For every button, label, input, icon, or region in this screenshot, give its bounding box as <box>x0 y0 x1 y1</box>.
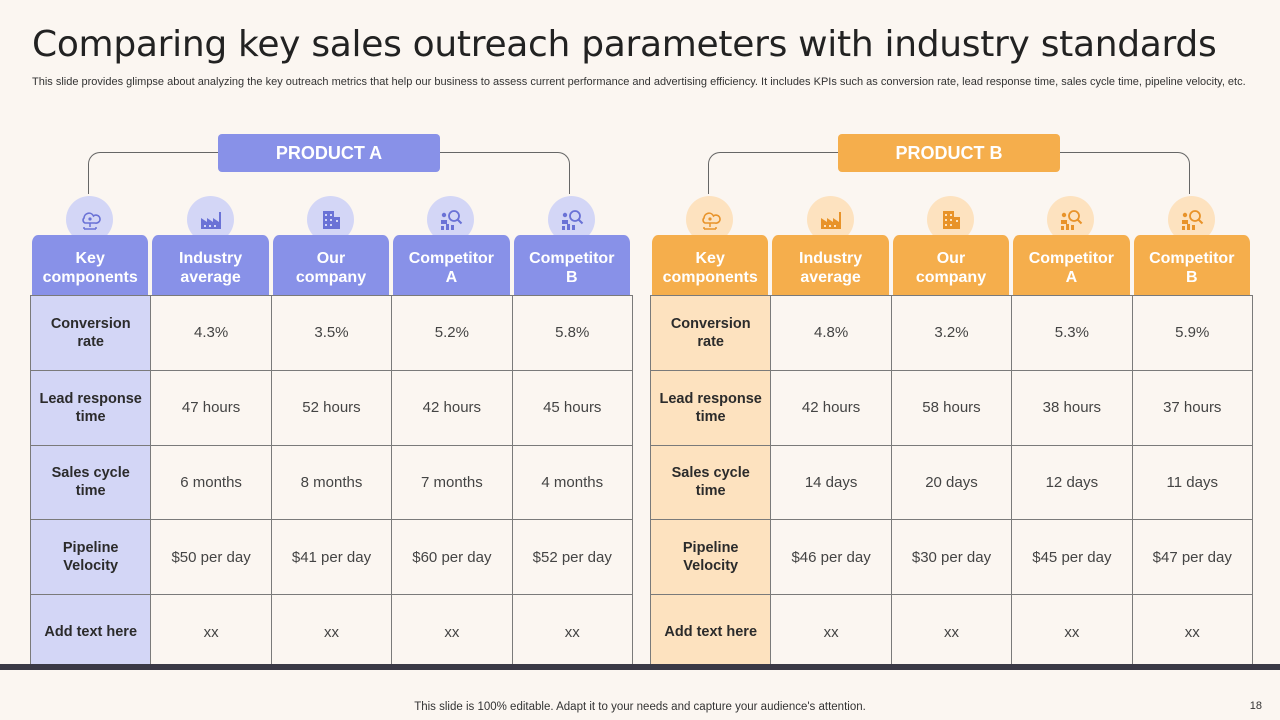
page-number: 18 <box>1249 700 1262 712</box>
slide-subtitle: This slide provides glimpse about analyz… <box>32 76 1246 88</box>
table-cell: $50 per day <box>150 519 272 596</box>
table-cell: 52 hours <box>270 369 393 446</box>
row-key-label: Pipeline Velocity <box>29 519 152 596</box>
table-cell: 45 hours <box>511 369 633 446</box>
table-row: Pipeline Velocity $46 per day $30 per da… <box>649 519 1253 596</box>
table-row: Conversion rate 4.8% 3.2% 5.3% 5.9% <box>649 295 1253 371</box>
table-cell: 4.8% <box>770 295 892 371</box>
table-cell: $46 per day <box>770 519 892 596</box>
table-cell: 11 days <box>1131 444 1253 521</box>
table-row: Sales cycle time 14 days 20 days 12 days… <box>649 444 1253 521</box>
table-cell: $52 per day <box>511 519 633 596</box>
header-competitor-a: Competitor A <box>1011 235 1132 295</box>
header-industry-average: Industry average <box>150 235 271 295</box>
table-cell: 3.5% <box>270 295 393 371</box>
table-cell: $60 per day <box>391 519 513 596</box>
header-industry-average: Industry average <box>770 235 891 295</box>
table-row: Pipeline Velocity $50 per day $41 per da… <box>29 519 633 596</box>
table-cell: $30 per day <box>890 519 1013 596</box>
table-cell: 5.8% <box>511 295 633 371</box>
table-cell: xx <box>1131 594 1253 670</box>
row-key-label: Lead response time <box>649 369 772 446</box>
row-key-label: Sales cycle time <box>649 444 772 521</box>
row-key-label: Pipeline Velocity <box>649 519 772 596</box>
table-row: Sales cycle time 6 months 8 months 7 mon… <box>29 444 633 521</box>
table-row: Lead response time 42 hours 58 hours 38 … <box>649 369 1253 446</box>
row-key-label: Sales cycle time <box>29 444 152 521</box>
product-a-panel: PRODUCT A Key components Industry average … <box>29 134 633 670</box>
table-cell: 4 months <box>511 444 633 521</box>
table-cell: 12 days <box>1011 444 1133 521</box>
table-cell: 5.9% <box>1131 295 1253 371</box>
table-cell: xx <box>391 594 513 670</box>
product-b-panel: PRODUCT B Key components Industry average … <box>649 134 1253 670</box>
slide-title: Comparing key sales outreach parameters … <box>32 24 1217 65</box>
header-competitor-b: Competitor B <box>511 235 632 295</box>
table-header-row: Key components Industry average Our company… <box>650 235 1252 295</box>
table-cell: xx <box>1011 594 1133 670</box>
table-cell: xx <box>511 594 633 670</box>
table-cell: 37 hours <box>1131 369 1253 446</box>
header-competitor-b: Competitor B <box>1131 235 1252 295</box>
table-cell: $41 per day <box>270 519 393 596</box>
table-cell: xx <box>270 594 393 670</box>
header-our-company: Our company <box>890 235 1012 295</box>
footer-note: This slide is 100% editable. Adapt it to… <box>414 701 866 713</box>
table-cell: 14 days <box>770 444 892 521</box>
table-cell: 38 hours <box>1011 369 1133 446</box>
table-cell: 4.3% <box>150 295 272 371</box>
table-cell: xx <box>890 594 1013 670</box>
table-cell: $45 per day <box>1011 519 1133 596</box>
table-row: Add text here xx xx xx xx <box>649 594 1253 670</box>
row-key-label: Add text here <box>649 594 772 670</box>
table-cell: $47 per day <box>1131 519 1253 596</box>
product-b-table: Conversion rate 4.8% 3.2% 5.3% 5.9% Lead… <box>649 295 1253 670</box>
row-key-label: Conversion rate <box>649 295 772 371</box>
table-cell: 6 months <box>150 444 272 521</box>
header-key-components: Key components <box>30 235 151 295</box>
table-cell: xx <box>150 594 272 670</box>
table-cell: 5.2% <box>391 295 513 371</box>
row-key-label: Conversion rate <box>29 295 152 371</box>
table-cell: 7 months <box>391 444 513 521</box>
table-cell: 42 hours <box>770 369 892 446</box>
row-key-label: Lead response time <box>29 369 152 446</box>
table-cell: 20 days <box>890 444 1013 521</box>
header-key-components: Key components <box>650 235 771 295</box>
row-key-label: Add text here <box>29 594 152 670</box>
product-a-table: Conversion rate 4.3% 3.5% 5.2% 5.8% Lead… <box>29 295 633 670</box>
table-cell: 8 months <box>270 444 393 521</box>
product-b-label: PRODUCT B <box>838 134 1060 172</box>
table-cell: xx <box>770 594 892 670</box>
table-cell: 47 hours <box>150 369 272 446</box>
table-row: Conversion rate 4.3% 3.5% 5.2% 5.8% <box>29 295 633 371</box>
table-cell: 42 hours <box>391 369 513 446</box>
table-header-row: Key components Industry average Our company… <box>30 235 632 295</box>
table-row: Add text here xx xx xx xx <box>29 594 633 670</box>
footer-divider <box>0 664 1280 670</box>
header-our-company: Our company <box>270 235 392 295</box>
table-cell: 58 hours <box>890 369 1013 446</box>
product-a-label: PRODUCT A <box>218 134 440 172</box>
table-cell: 5.3% <box>1011 295 1133 371</box>
header-competitor-a: Competitor A <box>391 235 512 295</box>
table-cell: 3.2% <box>890 295 1013 371</box>
table-row: Lead response time 47 hours 52 hours 42 … <box>29 369 633 446</box>
